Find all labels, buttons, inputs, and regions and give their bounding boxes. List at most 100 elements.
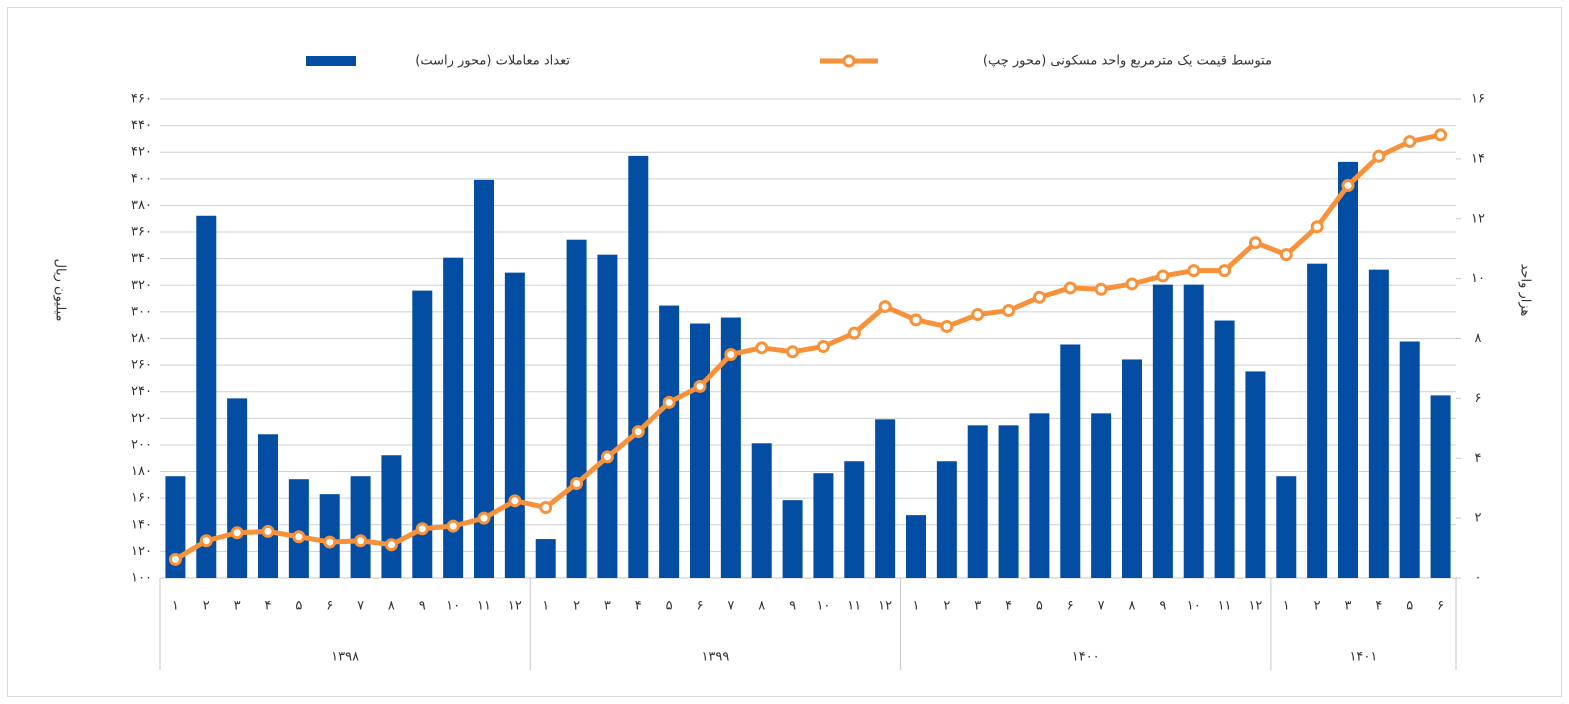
line-marker (1403, 135, 1417, 149)
y2-tick-label: ۸ (1475, 331, 1482, 346)
x-tick-label: ۹ (1159, 599, 1166, 614)
x-tick-label: ۵ (666, 599, 673, 614)
line-marker (1063, 281, 1077, 295)
bar (350, 476, 371, 578)
y-tick-label: ۱۲۰ (131, 544, 152, 559)
y2-tick-label: ۱۰ (1471, 271, 1485, 286)
line-marker (1125, 277, 1139, 291)
bar (1122, 359, 1142, 578)
line-marker (971, 308, 985, 322)
x-tick-label: ۶ (1067, 599, 1074, 614)
x-tick-label: ۱۲ (508, 599, 522, 614)
bar (535, 539, 556, 578)
y-tick-label: ۳۰۰ (131, 304, 152, 319)
y2-tick-label: ۲ (1475, 511, 1482, 526)
y-tick-label: ۳۴۰ (131, 251, 152, 266)
y-tick-label: ۲۰۰ (131, 437, 152, 452)
line-marker (631, 425, 645, 439)
bar (782, 500, 803, 578)
bar (1368, 269, 1389, 578)
y-tick-label: ۴۲۰ (131, 145, 152, 160)
x-tick-label: ۱۰ (446, 599, 460, 614)
line-marker (570, 477, 584, 491)
y-tick-label: ۳۶۰ (131, 225, 152, 240)
x-tick-label: ۸ (758, 599, 765, 614)
line-marker (261, 524, 275, 538)
y-tick-label: ۴۴۰ (131, 118, 152, 133)
y2-tick-label: ۶ (1475, 391, 1482, 406)
bar (751, 443, 772, 578)
x-tick-label: ۵ (1036, 599, 1043, 614)
y-tick-label: ۳۸۰ (131, 198, 152, 213)
legend-label: تعداد معاملات (محور راست) (415, 54, 570, 69)
x-tick-label: ۲ (573, 599, 580, 614)
line-marker (292, 530, 306, 544)
y-tick-label: ۳۲۰ (131, 278, 152, 293)
bar (967, 425, 988, 578)
y-tick-label: ۱۸۰ (131, 464, 152, 479)
x-tick-label: ۲ (203, 599, 210, 614)
legend-marker (842, 54, 856, 68)
bar (813, 473, 834, 578)
bar (998, 425, 1019, 578)
bar (844, 461, 865, 578)
bar (720, 317, 741, 578)
line-marker (1434, 128, 1448, 142)
x-tick-label: ۴ (1375, 599, 1382, 614)
line-marker (755, 341, 769, 355)
y-tick-label: ۱۰۰ (131, 571, 152, 586)
x-tick-label: ۳ (1345, 599, 1352, 614)
y-tick-label: ۲۴۰ (131, 384, 152, 399)
y-tick-label: ۴۶۰ (131, 92, 152, 107)
bar (690, 323, 710, 578)
bar (628, 155, 649, 578)
x-tick-label: ۴ (1005, 599, 1012, 614)
line-marker (816, 339, 830, 353)
line-marker (446, 519, 460, 533)
x-tick-label: ۴ (635, 599, 642, 614)
x-tick-label: ۴ (265, 599, 272, 614)
bar (1307, 263, 1328, 578)
bar (1430, 395, 1451, 578)
y2-tick-label: ۱۶ (1471, 92, 1485, 107)
bar (474, 179, 494, 579)
x-tick-label: ۱۲ (878, 599, 892, 614)
line-marker (600, 450, 614, 464)
bar (381, 455, 402, 578)
x-tick-label: ۱۱ (477, 599, 491, 614)
line-marker (1372, 149, 1386, 163)
line-marker (1094, 282, 1108, 296)
y2-tick-label: ۱۲ (1471, 211, 1485, 226)
bar (258, 434, 278, 578)
y2-axis-title: هزار واحد (1518, 264, 1533, 317)
bar (1214, 320, 1235, 578)
line-marker (230, 526, 244, 540)
bar (288, 479, 309, 578)
line-marker (1156, 269, 1170, 283)
line-marker (1002, 304, 1016, 318)
bar (1276, 476, 1297, 578)
legend-swatch (306, 56, 356, 66)
line-marker (539, 500, 553, 514)
line-marker (323, 535, 337, 549)
y-tick-label: ۱۴۰ (131, 517, 152, 532)
bar (597, 254, 618, 579)
line-marker (1032, 290, 1046, 304)
line-marker (1310, 220, 1324, 234)
x-tick-label: ۷ (357, 599, 364, 614)
x-tick-label: ۵ (295, 599, 302, 614)
y-tick-label: ۲۸۰ (131, 331, 152, 346)
x-tick-label: ۳ (974, 599, 981, 614)
group-label: ۱۴۰۰ (1072, 650, 1100, 665)
line-marker (199, 534, 213, 548)
group-label: ۱۳۹۸ (331, 650, 359, 665)
bar (566, 239, 587, 579)
line-marker (940, 320, 954, 334)
group-label: ۱۴۰۱ (1349, 650, 1377, 665)
x-tick-label: ۱۱ (1218, 599, 1232, 614)
x-tick-label: ۶ (1437, 599, 1444, 614)
bar (1338, 161, 1358, 578)
x-tick-label: ۳ (234, 599, 241, 614)
group-label: ۱۳۹۹ (701, 650, 729, 665)
x-tick-label: ۶ (697, 599, 704, 614)
